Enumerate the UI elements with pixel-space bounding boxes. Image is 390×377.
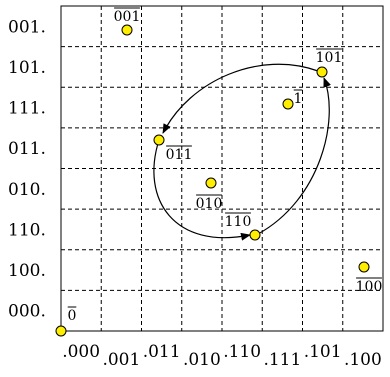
- node-marker: [282, 98, 294, 110]
- node-101: 101: [316, 48, 343, 78]
- node-marker: [121, 24, 133, 36]
- cycle-arrows: [153, 63, 331, 241]
- row-labels: 001. 101. 111. 011. 010. 110. 100. 000.: [8, 17, 46, 321]
- column-label: .010: [183, 350, 221, 370]
- column-label: .110: [223, 342, 261, 362]
- row-label: 100.: [8, 261, 46, 281]
- arrow-110-to-101: [257, 77, 331, 235]
- node-marker: [153, 134, 165, 146]
- node-marker: [55, 325, 67, 337]
- node-label: 0: [68, 308, 77, 324]
- plot-frame: [60, 5, 384, 332]
- arrow-101-to-011: [162, 63, 319, 134]
- row-label: 110.: [8, 220, 46, 240]
- node-label: 001: [114, 9, 141, 25]
- node-marker: [316, 66, 328, 78]
- node-010: 010: [196, 177, 223, 212]
- column-label: .000: [62, 342, 100, 362]
- node-110: 110: [225, 212, 261, 241]
- node-marker: [205, 177, 217, 189]
- arrow-011-to-110: [153, 139, 251, 241]
- row-label: 001.: [8, 17, 46, 37]
- node-label: 011: [166, 147, 193, 163]
- node-label: 010: [196, 196, 223, 212]
- node-1: 1: [282, 89, 303, 110]
- node-marker: [358, 261, 370, 273]
- row-label: 111.: [8, 99, 46, 119]
- row-label: 010.: [8, 180, 46, 200]
- column-label: .011: [143, 342, 181, 362]
- column-label: .100: [344, 350, 382, 370]
- node-label: 101: [316, 50, 343, 66]
- row-label: 101.: [8, 58, 46, 78]
- node-100: 100: [356, 261, 383, 295]
- row-label: 011.: [8, 139, 46, 159]
- node-label: 1: [294, 91, 303, 107]
- node-label: 100: [356, 279, 383, 295]
- column-label: .101: [304, 342, 342, 362]
- node-marker: [249, 229, 261, 241]
- column-labels: .000.001.011.010.110.111.101.100: [62, 342, 382, 370]
- grid: [61, 6, 383, 331]
- column-label: .001: [102, 350, 140, 370]
- column-label: .111: [263, 350, 301, 370]
- node-001: 001: [114, 7, 141, 36]
- node-011: 011: [153, 134, 193, 163]
- node-0: 0: [55, 306, 77, 337]
- node-label: 110: [225, 214, 252, 230]
- row-label: 000.: [8, 302, 46, 322]
